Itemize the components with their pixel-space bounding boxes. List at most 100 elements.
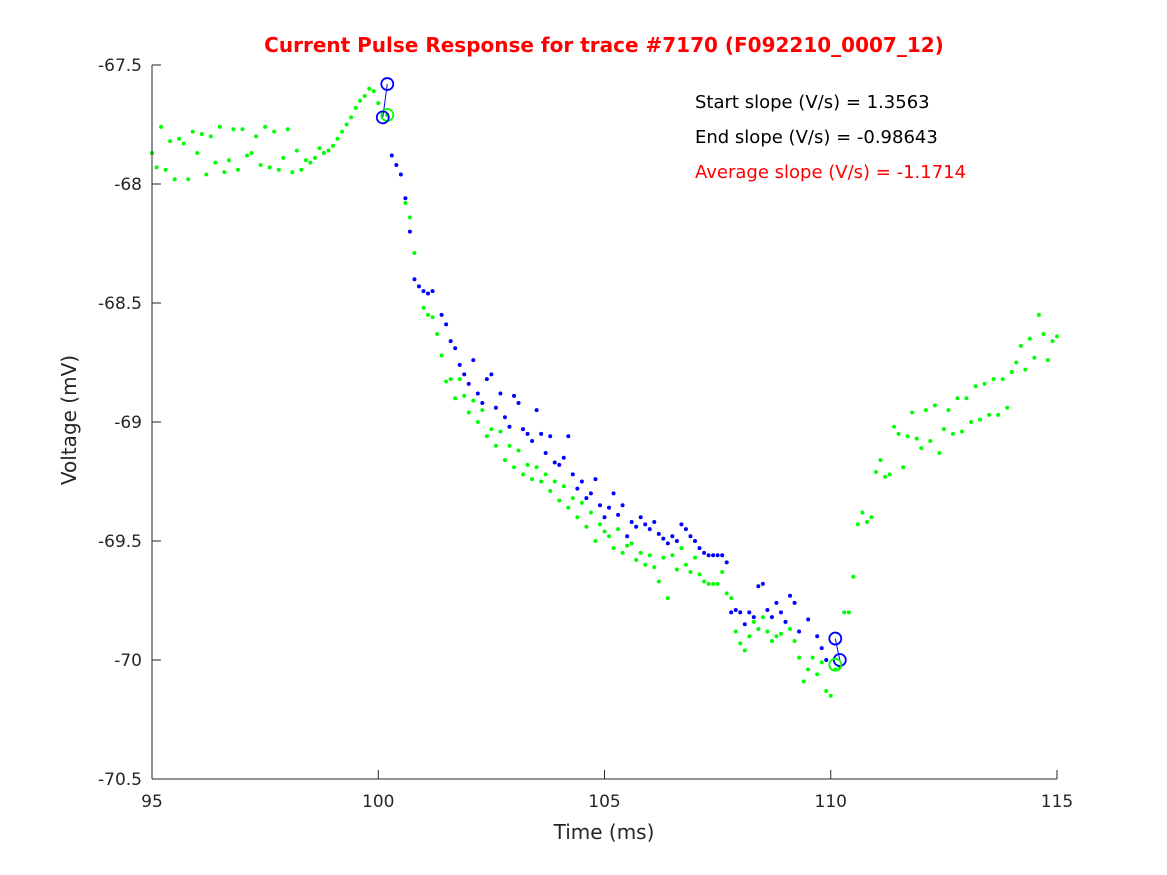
data-point	[539, 431, 544, 436]
series-1	[150, 86, 1059, 698]
data-point	[344, 122, 349, 127]
data-point	[869, 515, 874, 520]
data-point	[683, 527, 688, 532]
data-point	[285, 127, 290, 132]
data-point	[597, 503, 602, 508]
slope-marker	[828, 631, 843, 646]
data-point	[1023, 367, 1028, 372]
data-point	[1032, 355, 1037, 360]
data-point	[249, 151, 254, 156]
data-point	[340, 129, 345, 134]
data-point	[294, 148, 299, 153]
data-point	[213, 160, 218, 165]
data-point	[557, 462, 562, 467]
data-point	[421, 305, 426, 310]
data-point	[941, 427, 946, 432]
data-point	[331, 143, 335, 148]
data-point	[792, 638, 797, 643]
data-point	[281, 155, 286, 160]
data-point	[751, 619, 756, 624]
data-point	[475, 391, 480, 396]
data-point	[693, 539, 697, 543]
data-point	[272, 129, 277, 134]
data-point	[815, 634, 820, 639]
data-point	[1041, 331, 1046, 336]
data-point	[516, 448, 521, 453]
data-point	[498, 429, 503, 434]
y-tick-label: -69.5	[98, 532, 142, 552]
data-point	[530, 439, 535, 444]
data-point	[991, 377, 996, 382]
data-point	[462, 372, 467, 377]
data-point	[566, 505, 571, 510]
data-point	[403, 201, 408, 206]
data-point	[652, 565, 657, 570]
data-point	[199, 132, 204, 137]
slope-marker	[828, 657, 843, 672]
data-point	[471, 358, 476, 363]
data-point	[226, 158, 231, 163]
data-point	[747, 610, 752, 615]
data-point	[552, 479, 557, 484]
data-point	[561, 455, 566, 460]
data-point	[620, 503, 625, 508]
data-point	[358, 98, 363, 103]
data-point	[769, 638, 774, 643]
x-axis-label: Time (ms)	[553, 820, 655, 844]
data-point	[711, 553, 716, 558]
data-point	[665, 596, 670, 601]
data-point	[367, 86, 372, 91]
data-point	[842, 610, 847, 615]
data-point	[629, 541, 634, 546]
data-point	[597, 522, 602, 527]
data-point	[996, 412, 1001, 417]
data-point	[959, 429, 964, 434]
data-point	[588, 491, 593, 496]
data-point	[489, 372, 494, 377]
data-point	[647, 527, 652, 532]
slope-line	[834, 638, 841, 661]
x-tick-label: 95	[141, 792, 163, 812]
data-point	[742, 648, 747, 653]
data-point	[688, 534, 693, 539]
data-point	[883, 474, 888, 479]
data-point	[932, 403, 937, 408]
data-point	[625, 543, 630, 548]
data-point	[588, 510, 593, 515]
data-point	[683, 562, 688, 567]
data-point	[154, 165, 159, 170]
data-point	[525, 462, 530, 467]
data-point	[521, 427, 526, 432]
data-point	[398, 172, 403, 177]
data-point	[1014, 360, 1019, 365]
data-point	[557, 498, 562, 503]
data-point	[466, 410, 471, 415]
data-point	[493, 443, 498, 448]
data-point	[751, 615, 756, 620]
data-point	[534, 408, 539, 413]
data-point	[480, 400, 485, 405]
data-point	[1000, 377, 1005, 382]
data-point	[638, 515, 643, 520]
data-point	[674, 567, 679, 572]
data-point	[208, 134, 213, 139]
slope-marker	[380, 77, 395, 91]
data-point	[457, 377, 462, 382]
data-point	[561, 484, 566, 489]
data-point	[159, 124, 164, 129]
data-point	[783, 619, 788, 624]
data-point	[652, 519, 657, 524]
data-point	[484, 434, 489, 439]
data-point	[493, 405, 498, 410]
y-tick-label: -70	[114, 651, 142, 671]
data-point	[353, 105, 358, 110]
data-point	[575, 486, 580, 491]
data-point	[987, 412, 992, 417]
data-point	[263, 124, 268, 129]
data-point	[362, 93, 367, 98]
data-point	[1005, 405, 1010, 410]
data-point	[874, 469, 878, 474]
data-point	[426, 312, 431, 317]
data-point	[448, 377, 453, 382]
